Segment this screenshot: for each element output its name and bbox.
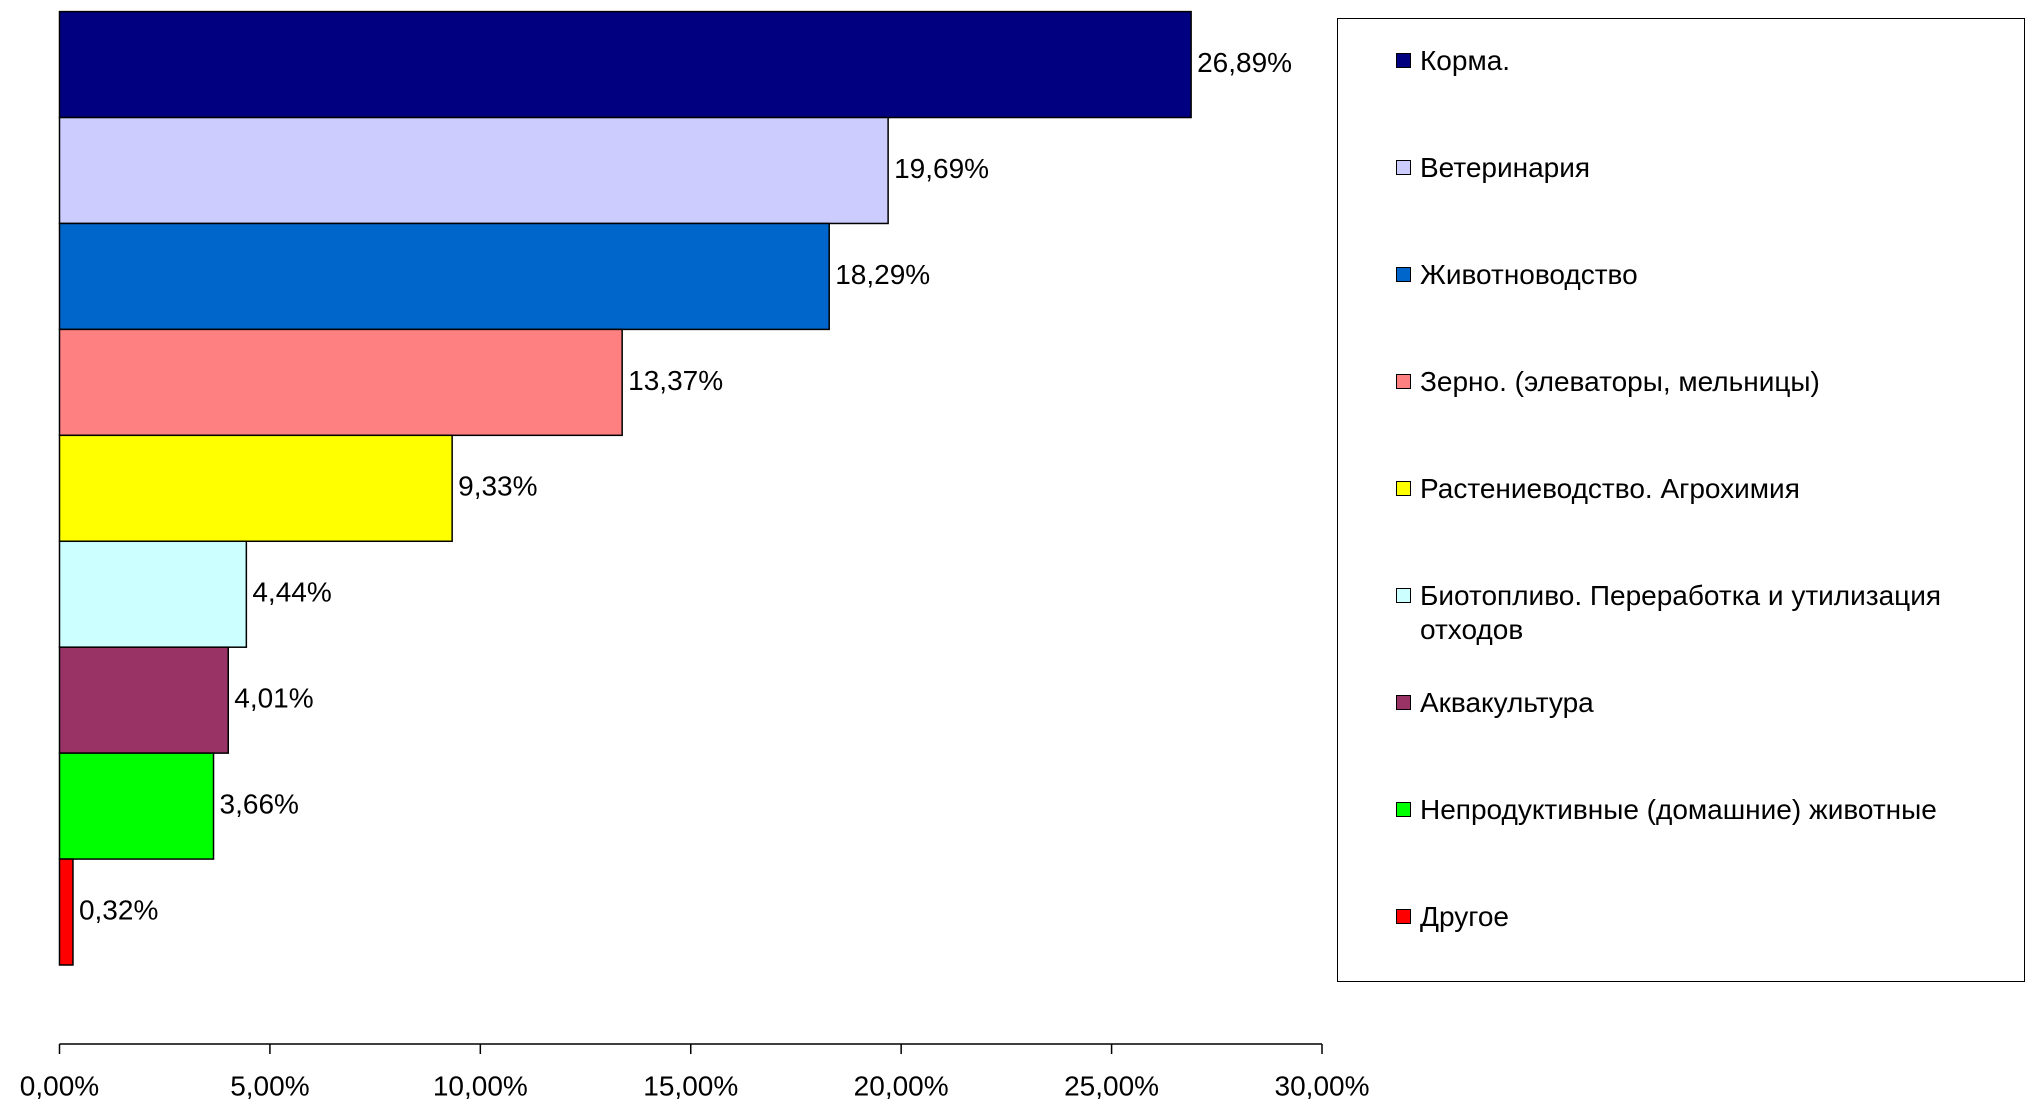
value-label: 3,66%	[220, 788, 299, 819]
legend-item: Другое	[1396, 900, 2006, 934]
x-tick-label: 0,00%	[20, 1070, 99, 1101]
x-tick-label: 30,00%	[1275, 1070, 1370, 1101]
legend-label: Непродуктивные (домашние) животные	[1420, 793, 1937, 825]
bar	[58, 540, 248, 648]
value-label: 0,32%	[79, 894, 158, 925]
legend-item: Растениеводство. Агрохимия	[1396, 472, 2006, 506]
legend-swatch	[1396, 587, 1411, 603]
legend-item: Непродуктивные (домашние) животные	[1396, 793, 2006, 827]
legend-swatch	[1396, 159, 1411, 175]
legend-item: Корма.	[1396, 44, 2006, 78]
legend-item: Зерно. (элеваторы, мельницы)	[1396, 365, 2006, 399]
legend-swatch	[1396, 480, 1411, 496]
legend-swatch	[1396, 373, 1411, 389]
bar	[58, 328, 623, 437]
legend-label: Зерно. (элеваторы, мельницы)	[1420, 365, 1820, 397]
bar	[58, 116, 889, 225]
value-label: 9,33%	[458, 471, 537, 502]
x-tick-label: 20,00%	[854, 1070, 949, 1101]
legend-item: Биотопливо. Переработка и утилизация отх…	[1396, 579, 2006, 647]
value-label: 4,01%	[234, 683, 313, 714]
legend-label: Животноводство	[1420, 258, 1638, 290]
value-label: 4,44%	[252, 577, 331, 608]
bar	[58, 858, 74, 966]
legend-swatch	[1396, 52, 1411, 68]
legend-item: Аквакультура	[1396, 686, 2006, 720]
legend-label: Аквакультура	[1420, 686, 1594, 718]
legend-label: Биотопливо. Переработка и утилизация отх…	[1420, 579, 1942, 645]
value-label: 19,69%	[894, 153, 989, 184]
legend-item: Животноводство	[1396, 258, 2006, 292]
x-tick-label: 25,00%	[1064, 1070, 1159, 1101]
x-tick-label: 10,00%	[433, 1070, 528, 1101]
bar	[58, 434, 453, 543]
legend-label: Ветеринария	[1420, 151, 1591, 183]
legend-swatch	[1396, 266, 1411, 282]
legend-label: Другое	[1420, 900, 1509, 932]
legend: Корма. Ветеринария Животноводство Зерно. (э…	[1337, 18, 2025, 982]
value-label: 18,29%	[835, 259, 930, 290]
legend-swatch	[1396, 908, 1411, 924]
legend-swatch	[1396, 801, 1411, 817]
x-tick-label: 5,00%	[230, 1070, 309, 1101]
legend-label: Растениеводство. Агрохимия	[1420, 472, 1800, 504]
x-tick-label: 15,00%	[643, 1070, 738, 1101]
value-label: 26,89%	[1197, 47, 1292, 78]
legend-swatch	[1396, 694, 1411, 710]
legend-item: Ветеринария	[1396, 151, 2006, 185]
bar	[58, 752, 215, 860]
value-label: 13,37%	[628, 365, 723, 396]
bar	[58, 646, 230, 754]
legend-label: Корма.	[1420, 44, 1511, 76]
bar	[58, 10, 1192, 119]
bar	[58, 222, 830, 331]
